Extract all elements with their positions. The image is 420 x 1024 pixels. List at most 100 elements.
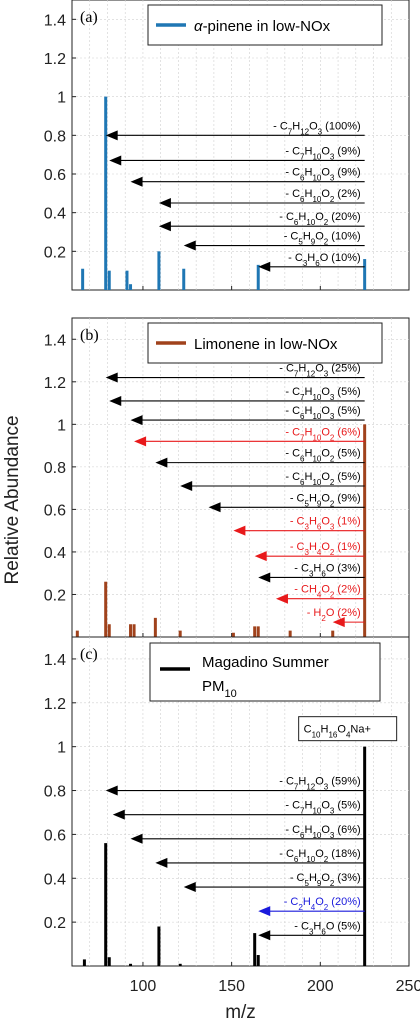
fragment-label: - C5H9O2 (3%): [290, 872, 361, 888]
arrow-head: [258, 930, 271, 941]
arrow-head: [134, 436, 147, 447]
fragment-label: - C7H10O3 (5%): [285, 800, 360, 816]
fragment-label: - C5H9O2 (10%): [284, 231, 361, 247]
parent-ion-label: C10H16O4Na+: [304, 724, 371, 740]
fragment-label: - C7H12O3 (59%): [279, 776, 360, 792]
y-tick-label: 0.2: [44, 244, 66, 261]
fragment-label: - CH4O2 (2%): [294, 584, 360, 600]
legend-label: Magadino Summer: [202, 654, 329, 671]
panel-b: 0.2 0.4 0.6 0.8 1 1.2 1.4 - C7H12O3 (25%) - C7H1…: [44, 317, 410, 638]
arrow-head: [158, 221, 171, 232]
arrow-head: [109, 395, 122, 406]
y-tick-label: 1.4: [44, 332, 66, 349]
arrow-head: [208, 502, 221, 513]
legend: Magadino Summer PM10: [149, 642, 381, 702]
fragment-label: - C6H10O2 (20%): [279, 211, 360, 227]
arrow-head: [158, 198, 171, 208]
legend: α-pinene in low-NOx: [147, 4, 383, 46]
arrow-head: [258, 906, 271, 917]
fragment-label: - C6H10O3 (6%): [285, 824, 360, 840]
arrow-head: [183, 240, 196, 251]
arrow-head: [258, 261, 271, 272]
x-tick-label: 150: [218, 978, 245, 995]
x-tick-label: 200: [307, 978, 334, 995]
arrow-head: [130, 415, 143, 426]
plot-frame: [71, 317, 410, 638]
plot-frame: [71, 0, 410, 291]
y-tick-label: 0.6: [44, 502, 66, 519]
arrow-head: [130, 833, 143, 844]
arrow-head: [109, 155, 122, 166]
arrow-head: [155, 857, 168, 868]
fragment-label: - C6H10O3 (5%): [285, 405, 360, 421]
arrow-head: [332, 617, 345, 628]
y-tick-label: 1.2: [44, 375, 66, 392]
arrow-head: [130, 176, 143, 187]
legend-label: α-pinene in low-NOx: [194, 18, 331, 35]
y-tick-label: 0.2: [44, 587, 66, 604]
x-tick-label: 250: [396, 978, 420, 995]
arrow-head: [180, 481, 193, 492]
y-tick-label: 0.8: [44, 460, 66, 477]
arrow-head: [233, 525, 246, 536]
fragment-label: - C6H10O2 (5%): [285, 471, 360, 487]
arrow-head: [155, 457, 168, 468]
y-tick-label: 0.8: [44, 784, 66, 801]
legend-label: Limonene in low-NOx: [194, 336, 338, 353]
arrow-head: [112, 809, 125, 820]
y-tick-label: 1.4: [44, 12, 66, 29]
y-tick-label: 1: [57, 90, 66, 107]
arrow-head: [105, 785, 118, 796]
y-tick-label: 1: [57, 417, 66, 434]
y-tick-label: 0.2: [44, 915, 66, 932]
panel-label: (c): [80, 646, 98, 663]
panel-c: 0.2 0.4 0.6 0.8 1 1.2 1.4 100 150 200 250 m/z - C7H1…: [44, 636, 420, 1023]
fragment-label: - C6H10O3 (9%): [285, 167, 360, 183]
fragment-label: - C3H6O (10%): [288, 252, 361, 268]
fragment-label: - C6H10O2 (5%): [285, 448, 360, 464]
fragment-label: - C5H9O2 (9%): [290, 492, 361, 508]
fragment-label: - C7H10O3 (9%): [285, 145, 360, 161]
x-axis-label: m/z: [225, 1002, 256, 1023]
panel-a: 0.2 0.4 0.6 0.8 1 1.2 1.4 - C7H12O3 (100%) - C7H…: [44, 0, 410, 291]
legend-label-line2: PM10: [202, 678, 237, 700]
y-tick-label: 0.4: [44, 206, 66, 223]
arrow-head: [275, 593, 288, 604]
fragment-label: - C3H6O3 (1%): [290, 516, 361, 532]
y-tick-label: 0.6: [44, 167, 66, 184]
y-tick-label: 0.4: [44, 871, 66, 888]
legend-box: [149, 642, 381, 702]
y-tick-label: 0.6: [44, 827, 66, 844]
fragment-label: - C3H6O (5%): [294, 920, 360, 936]
fragment-label: - H2O (2%): [307, 607, 361, 623]
fragment-label: - C6H10O2 (2%): [285, 188, 360, 204]
arrow-head: [105, 130, 118, 141]
fragment-label: - C3H4O2 (1%): [290, 541, 361, 557]
fragment-label: - C6H10O2 (18%): [279, 848, 360, 864]
fragment-label: - C3H6O (3%): [294, 562, 360, 578]
panel-label: (a): [80, 9, 98, 26]
y-axis-label: Relative Abundance: [2, 415, 23, 584]
arrow-head: [105, 372, 118, 383]
arrow-head: [254, 551, 267, 562]
y-tick-label: 1: [57, 740, 66, 757]
panel-label: (b): [80, 327, 99, 344]
y-tick-label: 1.2: [44, 696, 66, 713]
legend: Limonene in low-NOx: [147, 322, 383, 364]
fragment-label: - C7H10O3 (5%): [285, 386, 360, 402]
y-tick-label: 0.8: [44, 128, 66, 145]
fragment-label: - C2H4O2 (20%): [284, 896, 361, 912]
legend-box: [147, 4, 383, 46]
y-tick-label: 1.2: [44, 51, 66, 68]
fragment-label: - C7H12O3 (100%): [273, 120, 361, 136]
y-tick-label: 1.4: [44, 652, 66, 669]
x-tick-label: 100: [130, 978, 157, 995]
legend-box: [147, 322, 383, 364]
arrow-head: [183, 882, 196, 893]
fragment-label: - C7H10O2 (6%): [285, 426, 360, 442]
fragment-label: - C7H12O3 (25%): [279, 363, 360, 379]
parent-ion-box: [298, 716, 398, 742]
y-tick-label: 0.4: [44, 545, 66, 562]
arrow-head: [258, 572, 271, 583]
